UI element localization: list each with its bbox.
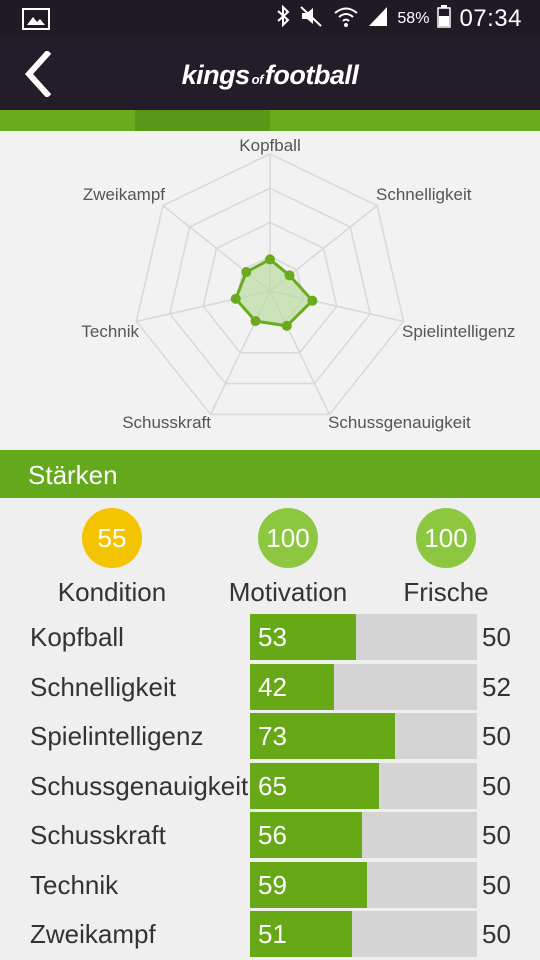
section-header-strengths: Stärken bbox=[0, 450, 540, 498]
attribute-bar-fill bbox=[250, 861, 368, 908]
stat-circle: 100 bbox=[258, 508, 318, 568]
status-bar: 58% 07:34 bbox=[0, 0, 540, 38]
stat-label: Frische bbox=[403, 577, 489, 607]
attribute-bar-track: 51 bbox=[250, 911, 477, 957]
logo-kings: kings bbox=[181, 60, 251, 90]
attribute-name: Kopfball bbox=[30, 622, 124, 652]
radar-axis-label: Schnelligkeit bbox=[376, 185, 472, 204]
attribute-row: Schusskraft 56 50 bbox=[0, 812, 540, 861]
tab-active-indicator[interactable] bbox=[135, 110, 270, 131]
radar-value-point bbox=[241, 267, 252, 278]
stat-label: Motivation bbox=[228, 577, 348, 607]
attribute-bar-fill bbox=[250, 713, 396, 759]
attribute-name: Spielintelligenz bbox=[30, 721, 204, 751]
attribute-bar-fill bbox=[250, 762, 380, 809]
stat-circle: 55 bbox=[82, 508, 142, 568]
radar-axis-label: Schusskraft bbox=[122, 413, 211, 432]
attribute-value: 65 bbox=[258, 770, 287, 801]
stat-circle: 100 bbox=[416, 508, 476, 568]
attribute-row: Zweikampf 51 50 bbox=[0, 911, 540, 960]
attribute-value: 73 bbox=[258, 721, 287, 751]
radar-value-point bbox=[230, 293, 241, 304]
radar-chart: Kopfball Schnelligkeit Spielintelligenz Sch… bbox=[0, 131, 540, 448]
signal-icon bbox=[367, 4, 389, 33]
attribute-bar-fill bbox=[250, 663, 334, 710]
radar-axis-label: Kopfball bbox=[239, 136, 301, 155]
radar-axis-label: Zweikampf bbox=[82, 185, 165, 204]
attribute-bar-track: 73 bbox=[250, 713, 477, 759]
attribute-bar-fill bbox=[250, 812, 362, 858]
attribute-bar-fill bbox=[250, 911, 352, 957]
chevron-left-icon bbox=[24, 51, 52, 97]
radar-grid-ring bbox=[135, 153, 405, 416]
attribute-value: 56 bbox=[258, 820, 287, 850]
radar-axis-label: Spielintelligenz bbox=[402, 322, 516, 341]
radar-grid-ring bbox=[202, 221, 338, 354]
attribute-value: 53 bbox=[258, 622, 287, 652]
attribute-compare-value: 50 bbox=[482, 820, 511, 850]
attribute-bar-track: 56 bbox=[250, 812, 477, 858]
radar-axis-label: Schussgenauigkeit bbox=[328, 413, 471, 432]
tab-strip bbox=[0, 110, 540, 131]
attribute-bar-track: 59 bbox=[250, 861, 477, 908]
radar-value-point bbox=[284, 270, 295, 281]
attribute-value: 59 bbox=[258, 869, 287, 900]
attribute-bar-track: 65 bbox=[250, 762, 477, 809]
mute-icon bbox=[299, 4, 325, 33]
attribute-row: Kopfball 53 50 bbox=[0, 614, 540, 663]
attribute-compare-value: 50 bbox=[482, 869, 511, 900]
battery-icon bbox=[437, 4, 452, 33]
wifi-icon bbox=[333, 4, 359, 33]
radar-value-point bbox=[250, 316, 261, 327]
radar-grid-ring bbox=[169, 187, 371, 385]
radar-value-point bbox=[281, 320, 292, 331]
app-bar: kings offootball bbox=[0, 38, 540, 110]
attribute-row: Technik 59 50 bbox=[0, 861, 540, 911]
attribute-name: Schusskraft bbox=[30, 820, 166, 850]
attribute-compare-value: 50 bbox=[482, 770, 511, 801]
attribute-bar-track: 53 bbox=[250, 614, 477, 660]
radar-value-point bbox=[265, 254, 275, 265]
stats-panel: 55 Kondition 100 Motivation 100 Frische … bbox=[0, 498, 540, 960]
stat-kondition: 55 Kondition bbox=[22, 508, 202, 608]
stat-motivation: 100 Motivation bbox=[198, 508, 378, 608]
stat-label: Kondition bbox=[57, 577, 167, 607]
app-logo: kings offootball bbox=[0, 60, 540, 91]
radar-svg bbox=[135, 153, 405, 416]
logo-football: football bbox=[264, 60, 359, 90]
gallery-icon bbox=[22, 7, 50, 36]
attribute-bar-track: 42 bbox=[250, 663, 477, 710]
attribute-name: Schnelligkeit bbox=[30, 671, 176, 702]
clock: 07:34 bbox=[459, 4, 522, 32]
attribute-compare-value: 52 bbox=[482, 671, 511, 702]
attribute-bar-fill bbox=[250, 614, 356, 660]
attribute-compare-value: 50 bbox=[482, 721, 511, 751]
stat-frische: 100 Frische bbox=[356, 508, 536, 608]
logo-of: of bbox=[251, 72, 264, 87]
radar-value-point bbox=[307, 295, 318, 306]
radar-axis-label: Technik bbox=[81, 322, 139, 341]
attribute-name: Technik bbox=[30, 869, 119, 900]
bluetooth-icon bbox=[275, 4, 291, 33]
attribute-row: Spielintelligenz 73 50 bbox=[0, 713, 540, 762]
attribute-value: 51 bbox=[258, 919, 287, 949]
attribute-value: 42 bbox=[258, 671, 287, 702]
attribute-row: Schnelligkeit 42 52 bbox=[0, 663, 540, 713]
back-button[interactable] bbox=[14, 50, 62, 98]
attribute-row: Schussgenauigkeit 65 50 bbox=[0, 762, 540, 812]
battery-percent: 58% bbox=[397, 9, 430, 27]
attribute-name: Zweikampf bbox=[30, 919, 156, 949]
attribute-name: Schussgenauigkeit bbox=[30, 770, 249, 801]
attribute-compare-value: 50 bbox=[482, 622, 511, 652]
attribute-compare-value: 50 bbox=[482, 919, 511, 949]
